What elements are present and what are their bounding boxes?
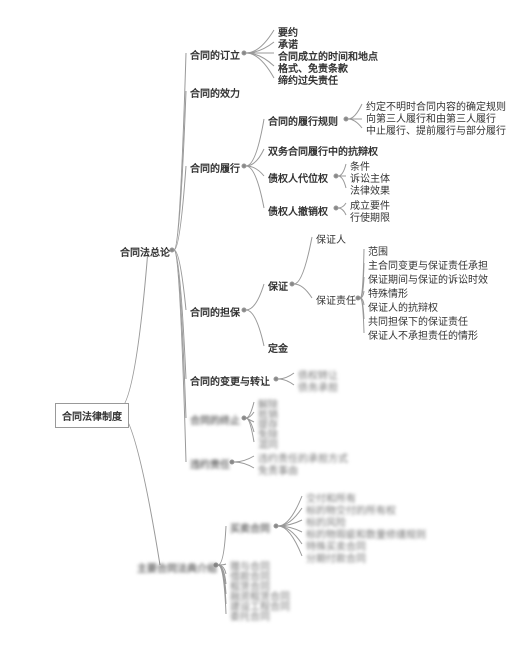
leaf-diyue: 缔约过失责任 (278, 72, 338, 87)
node-kangbian[interactable]: 双务合同履行中的抗辩权 (268, 143, 378, 158)
leaf-bzr-f: 共同担保下的保证责任 (368, 313, 468, 328)
leaf-guize-c: 中止履行、提前履行与部分履行 (366, 122, 506, 137)
leaf-zz-e: 混同 (258, 436, 278, 451)
node-dingli[interactable]: 合同的订立 (190, 47, 240, 62)
leaf-wy-b: 免责事由 (258, 462, 298, 477)
node-zonglun[interactable]: 合同法总论 (120, 244, 170, 259)
node-dingjin[interactable]: 定金 (268, 340, 288, 355)
root-node[interactable]: 合同法律制度 (55, 403, 129, 428)
node-danbao[interactable]: 合同的担保 (190, 304, 240, 319)
leaf-bzr-e: 保证人的抗辩权 (368, 299, 438, 314)
leaf-chexiao-b: 行使期限 (350, 209, 390, 224)
node-maimai[interactable]: 买卖合同 (230, 520, 270, 535)
node-dianxing[interactable]: 主要合同法典介绍 (137, 560, 217, 575)
leaf-bzr-d: 特殊情形 (368, 285, 408, 300)
node-biangeng[interactable]: 合同的变更与转让 (190, 373, 270, 388)
node-baozheng[interactable]: 保证 (268, 278, 288, 293)
leaf-daiwei-c: 法律效果 (350, 182, 390, 197)
node-weiyue[interactable]: 违约责任 (190, 456, 230, 471)
leaf-bzr-c: 保证期间与保证的诉讼时效 (368, 271, 488, 286)
node-b-f[interactable]: 委托合同 (230, 608, 270, 623)
leaf-bg-b: 债务承担 (298, 379, 338, 394)
node-chexiao[interactable]: 债权人撤销权 (268, 203, 328, 218)
node-lvxing[interactable]: 合同的履行 (190, 160, 240, 175)
leaf-bzr-a: 范围 (368, 243, 388, 258)
leaf-bzr-b: 主合同变更与保证责任承担 (368, 257, 488, 272)
leaf-mm-f: 分期付款合同 (306, 550, 366, 565)
node-baoren[interactable]: 保证人 (316, 231, 346, 246)
node-baozeren[interactable]: 保证责任 (316, 292, 356, 307)
leaf-bzr-g: 保证人不承担责任的情形 (368, 327, 478, 342)
node-daiwei[interactable]: 债权人代位权 (268, 170, 328, 185)
node-guize[interactable]: 合同的履行规则 (268, 113, 338, 128)
node-xiaoli[interactable]: 合同的效力 (190, 85, 240, 100)
node-zhongzhi[interactable]: 合同的终止 (190, 412, 240, 427)
